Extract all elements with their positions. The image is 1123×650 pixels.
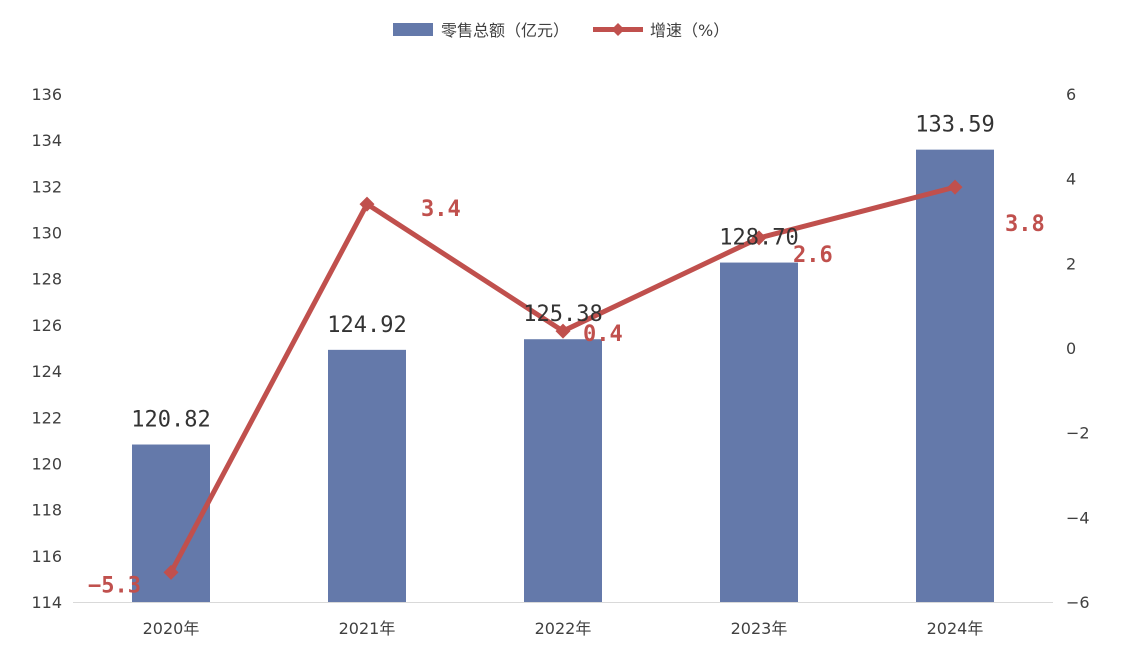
right-axis-tick-label: −4 [1066, 508, 1090, 527]
line-point-2024年 [947, 179, 963, 195]
right-axis-tick-label: −2 [1066, 424, 1090, 443]
legend: 零售总额（亿元） 增速（%） [393, 21, 729, 40]
right-axis-ticks: −6 −4 −2 0 2 4 6 [1066, 85, 1090, 612]
right-axis-tick-label: −6 [1066, 593, 1090, 612]
line-data-label: 3.8 [1005, 212, 1045, 237]
left-axis-tick-label: 130 [31, 224, 62, 243]
bar-data-labels: 120.82 124.92 125.38 128.70 133.59 [131, 113, 994, 433]
left-axis-tick-label: 126 [31, 316, 62, 335]
line-data-labels: −5.3 3.4 0.4 2.6 3.8 [88, 197, 1045, 598]
left-axis-tick-label: 134 [31, 131, 62, 150]
legend-marker-diamond-icon [611, 23, 625, 36]
left-axis-ticks: 114 116 118 120 122 124 126 128 130 132 134 136 [31, 85, 62, 612]
left-axis-tick-label: 118 [31, 501, 62, 520]
left-axis-tick-label: 128 [31, 270, 62, 289]
bar-data-label: 124.92 [327, 313, 406, 338]
bar-2024年 [916, 149, 994, 602]
line-point-2022年 [555, 323, 571, 339]
right-axis-tick-label: 2 [1066, 254, 1076, 273]
x-axis-ticks: 2020年 2021年 2022年 2023年 2024年 [143, 619, 984, 638]
x-axis-tick-label: 2024年 [927, 619, 984, 638]
left-axis-tick-label: 132 [31, 177, 62, 196]
left-axis-tick-label: 120 [31, 454, 62, 473]
line-point-2023年 [751, 230, 767, 246]
x-axis-tick-label: 2023年 [731, 619, 788, 638]
line-data-label: 0.4 [583, 322, 623, 347]
bar-data-label: 128.70 [719, 226, 798, 251]
legend-swatch-bar [393, 23, 433, 36]
bar-data-label: 120.82 [131, 408, 210, 433]
x-axis-tick-label: 2020年 [143, 619, 200, 638]
bar-data-label: 125.38 [523, 302, 602, 327]
bar-series [132, 149, 994, 602]
line-data-label: 2.6 [793, 243, 833, 268]
bar-2023年 [720, 262, 798, 602]
bar-2021年 [328, 349, 406, 602]
legend-label-line: 增速（%） [650, 21, 729, 40]
x-axis-tick-label: 2021年 [339, 619, 396, 638]
legend-label-bar: 零售总额（亿元） [441, 21, 569, 40]
right-axis-tick-label: 6 [1066, 85, 1076, 104]
line-point-2020年 [163, 564, 179, 580]
right-axis-tick-label: 0 [1066, 339, 1076, 358]
left-axis-tick-label: 136 [31, 85, 62, 104]
right-axis-tick-label: 4 [1066, 170, 1076, 189]
left-axis-tick-label: 116 [31, 547, 62, 566]
line-data-label: 3.4 [421, 197, 461, 222]
left-axis-tick-label: 122 [31, 408, 62, 427]
line-series [163, 179, 963, 580]
line-point-2021年 [359, 196, 375, 212]
line-data-label: −5.3 [88, 573, 141, 598]
left-axis-tick-label: 124 [31, 362, 62, 381]
x-axis-tick-label: 2022年 [535, 619, 592, 638]
bar-2022年 [524, 339, 602, 602]
bar-data-label: 133.59 [915, 113, 994, 138]
left-axis-tick-label: 114 [31, 593, 62, 612]
